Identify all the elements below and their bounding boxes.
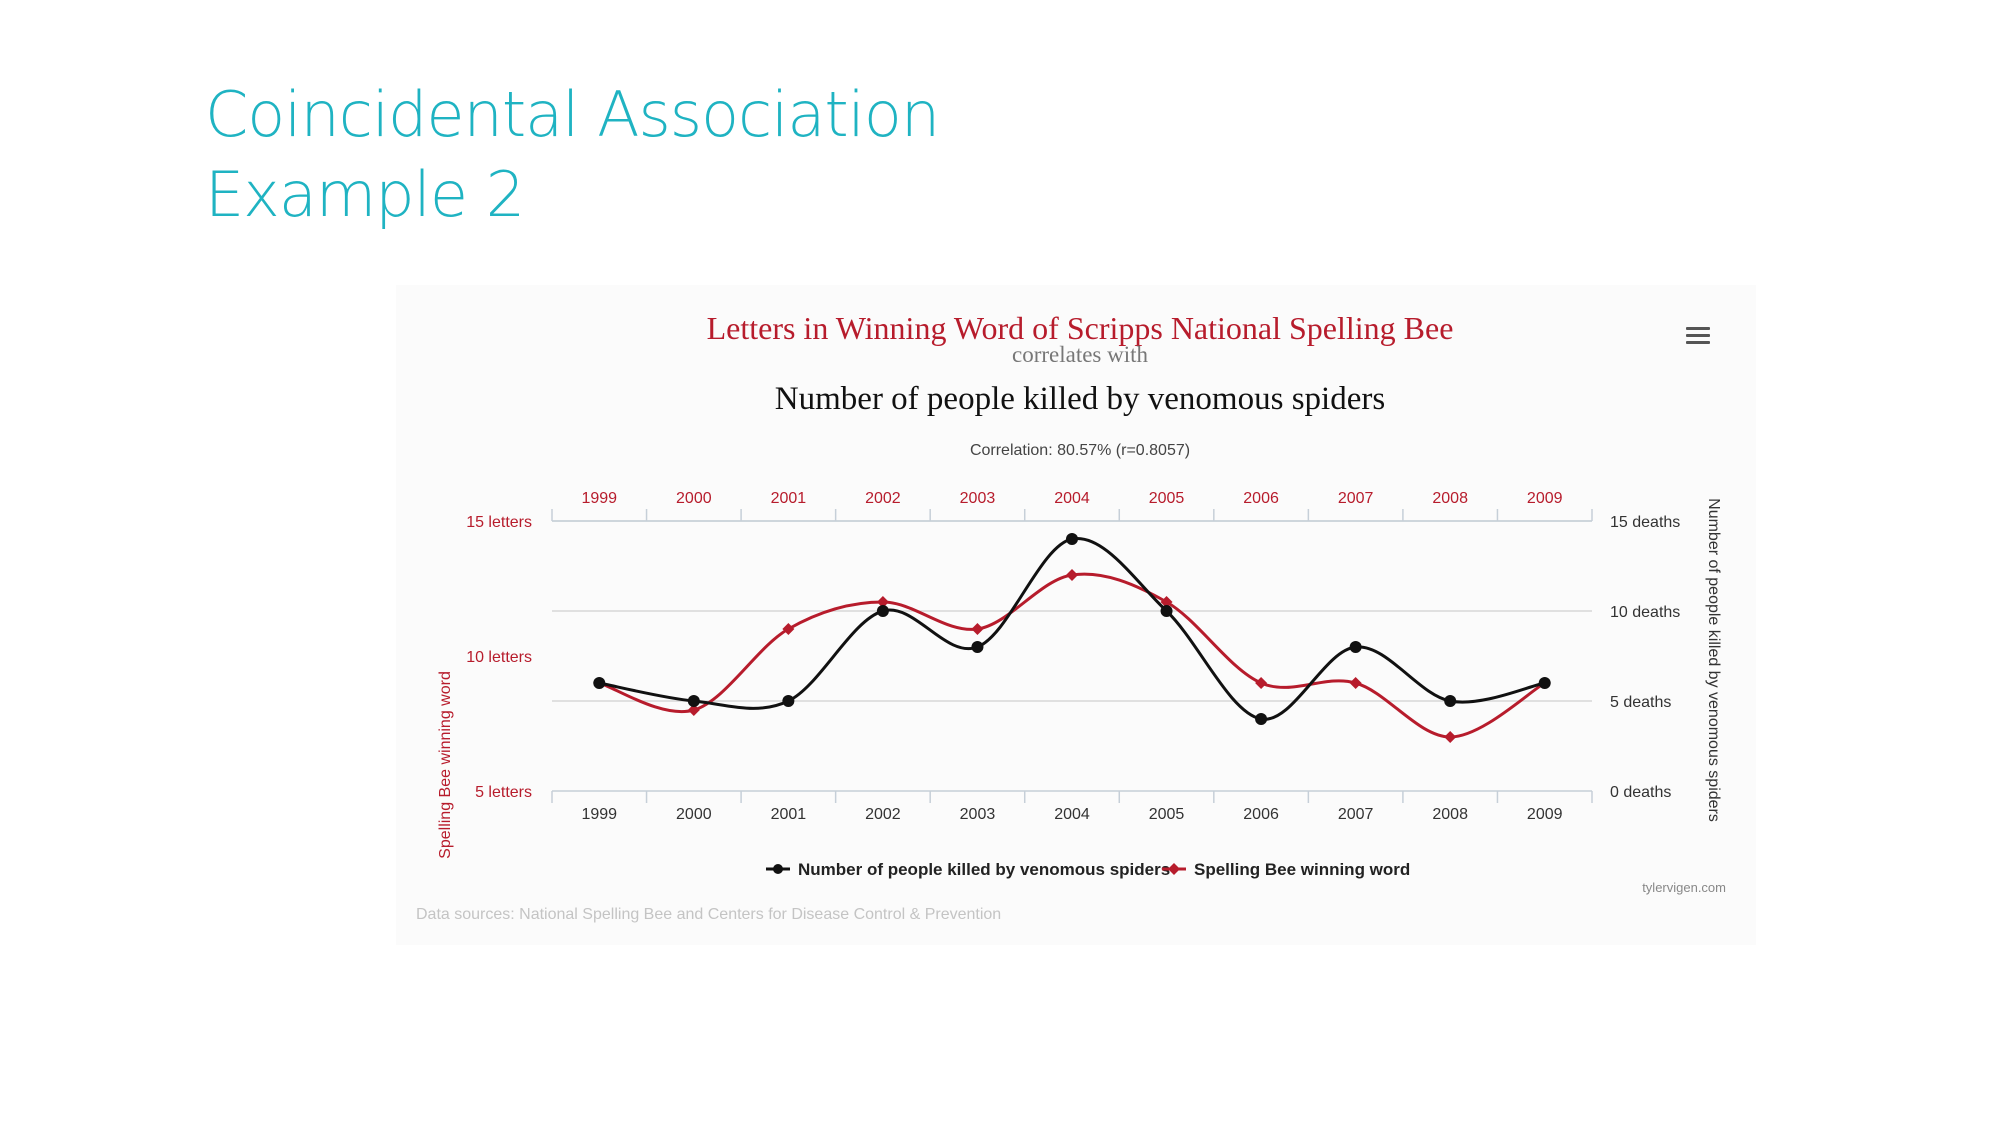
x-top-tick-label: 2009	[1527, 490, 1563, 507]
y-right-tick-label: 0 deaths	[1610, 784, 1671, 801]
x-bottom-tick-label: 2009	[1527, 806, 1563, 823]
chart-card: Letters in Winning Word of Scripps Natio…	[396, 285, 1756, 945]
data-point-spelling-bee[interactable]	[1255, 677, 1268, 689]
data-point-spider-deaths[interactable]	[782, 695, 795, 707]
x-bottom-tick-label: 2003	[960, 806, 996, 823]
y-right-tick-label: 5 deaths	[1610, 694, 1671, 711]
series-line-spider-deaths[interactable]	[598, 537, 1546, 721]
x-top-tick-label: 2002	[865, 490, 901, 507]
x-top-tick-label: 2004	[1054, 490, 1090, 507]
x-top-tick-label: 2006	[1243, 490, 1279, 507]
x-top-tick-label: 1999	[581, 490, 617, 507]
data-point-spider-deaths[interactable]	[1160, 605, 1173, 617]
legend[interactable]: Number of people killed by venomous spid…	[766, 860, 1410, 879]
legend-label[interactable]: Spelling Bee winning word	[1194, 860, 1410, 879]
data-point-spelling-bee[interactable]	[687, 704, 700, 716]
y-right-tick-label: 15 deaths	[1610, 514, 1680, 531]
x-bottom-tick-label: 2008	[1432, 806, 1468, 823]
y-right-tick-label: 10 deaths	[1610, 604, 1680, 621]
data-point-spider-deaths[interactable]	[593, 677, 606, 689]
x-bottom-tick-label: 2006	[1243, 806, 1279, 823]
data-point-spider-deaths[interactable]	[1255, 713, 1268, 725]
data-point-spider-deaths[interactable]	[971, 641, 984, 653]
credit-label[interactable]: tylervigen.com	[1642, 880, 1726, 895]
x-bottom-tick-label: 2005	[1149, 806, 1185, 823]
data-source-note: Data sources: National Spelling Bee and …	[416, 906, 1001, 923]
axis-layer: 0 deaths 5 deaths 10 deaths 15 deaths 5 lett…	[466, 490, 1680, 823]
legend-label[interactable]: Number of people killed by venomous spid…	[798, 860, 1170, 879]
x-top-tick-label: 2003	[960, 490, 996, 507]
y-right-axis-title: Number of people killed by venomous spid…	[1705, 498, 1722, 822]
data-point-spelling-bee[interactable]	[1349, 677, 1362, 689]
y-left-tick-label: 15 letters	[466, 514, 532, 531]
x-top-tick-label: 2005	[1149, 490, 1185, 507]
chart-subtitle: Number of people killed by venomous spid…	[775, 381, 1385, 417]
x-top-tick-label: 2008	[1432, 490, 1468, 507]
series-layer	[593, 533, 1551, 743]
x-bottom-tick-label: 2000	[676, 806, 712, 823]
x-bottom-tick-label: 2001	[771, 806, 807, 823]
x-bottom-tick-label: 2007	[1338, 806, 1374, 823]
data-point-spider-deaths[interactable]	[1444, 695, 1457, 707]
grid-layer	[552, 520, 1592, 702]
data-point-spider-deaths[interactable]	[876, 605, 889, 617]
data-point-spelling-bee[interactable]	[1160, 596, 1173, 608]
x-top-tick-label: 2007	[1338, 490, 1374, 507]
x-bottom-tick-label: 1999	[581, 806, 617, 823]
x-top-tick-label: 2001	[771, 490, 807, 507]
data-point-spelling-bee[interactable]	[1444, 731, 1457, 743]
data-point-spider-deaths[interactable]	[1349, 641, 1362, 653]
data-point-spelling-bee[interactable]	[876, 596, 889, 608]
spurious-correlation-chart: Letters in Winning Word of Scripps Natio…	[416, 310, 1726, 923]
chart-connector: correlates with	[1012, 342, 1149, 367]
correlation-label: Correlation: 80.57% (r=0.8057)	[970, 442, 1190, 459]
data-point-spider-deaths[interactable]	[687, 695, 700, 707]
legend-marker[interactable]	[1168, 863, 1180, 875]
slide-title: Coincidental Association Example 2	[205, 75, 940, 235]
series-line-spelling-bee[interactable]	[598, 572, 1546, 739]
data-point-spider-deaths[interactable]	[1538, 677, 1551, 689]
chart-title: Letters in Winning Word of Scripps Natio…	[707, 310, 1454, 346]
y-left-tick-label: 10 letters	[466, 649, 532, 666]
hamburger-menu-icon[interactable]	[1686, 327, 1710, 348]
x-top-tick-label: 2000	[676, 490, 712, 507]
legend-marker[interactable]	[773, 864, 783, 874]
y-left-tick-label: 5 letters	[475, 784, 532, 801]
data-point-spider-deaths[interactable]	[1066, 533, 1078, 545]
x-bottom-tick-label: 2004	[1054, 806, 1090, 823]
slide-title-line2: Example 2	[205, 158, 525, 231]
data-point-spelling-bee[interactable]	[782, 623, 795, 635]
x-bottom-tick-label: 2002	[865, 806, 901, 823]
data-point-spelling-bee[interactable]	[971, 623, 984, 635]
y-left-axis-title: Spelling Bee winning word	[437, 671, 454, 859]
data-point-spelling-bee[interactable]	[1066, 569, 1078, 581]
slide-title-line1: Coincidental Association	[205, 78, 940, 151]
